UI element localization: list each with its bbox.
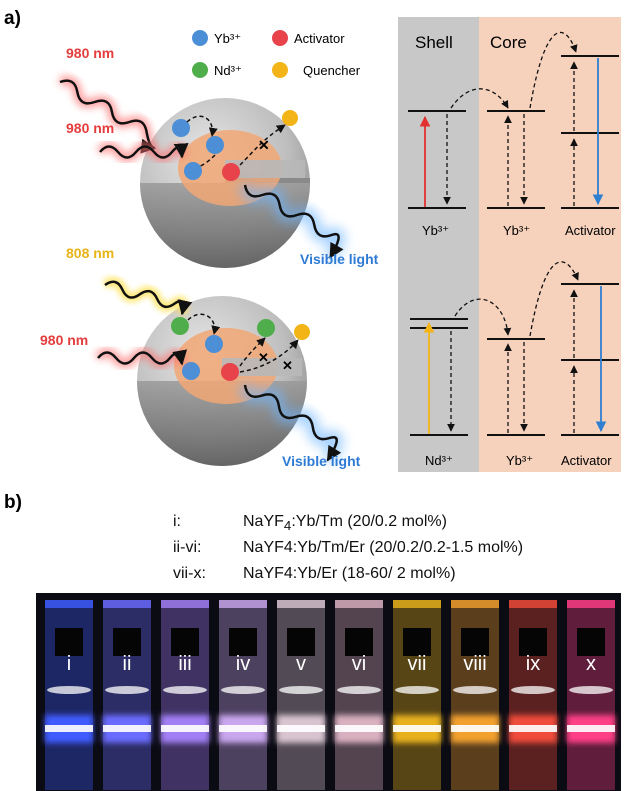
- cuvette-i: i: [45, 600, 93, 790]
- cuvette-iii: iii: [161, 600, 209, 790]
- top-row-label-3: Activator: [565, 223, 616, 238]
- panel-a-label: a): [4, 8, 21, 29]
- nd-ion: [171, 317, 189, 335]
- cuvette-v: v: [277, 600, 325, 790]
- cuvette-label: x: [586, 653, 596, 675]
- top-excitation-wave-2: [96, 142, 189, 162]
- cuvette-label: iv: [236, 653, 250, 675]
- composition-formula-3: NaYF4:Yb/Er (18-60/ 2 mol%): [243, 565, 456, 582]
- cuvette-label: vi: [352, 653, 366, 675]
- legend-quencher-text: Quencher: [303, 63, 361, 78]
- composition-formula-1: NaYF4:Yb/Tm (20/0.2 mol%): [243, 513, 447, 534]
- core-title: Core: [490, 33, 527, 52]
- cuvette-label: vii: [408, 653, 427, 675]
- bottom-row-label-3: Activator: [561, 453, 612, 468]
- energy-level-diagram: Shell Core Yb³⁺ Yb³⁺ Activator: [398, 17, 621, 472]
- svg-text:✕: ✕: [258, 350, 269, 365]
- top-excitation-1-label: 980 nm: [66, 45, 114, 61]
- shell-region: [398, 17, 479, 472]
- activator-ion: [221, 363, 239, 381]
- cuvette-label: iii: [178, 653, 191, 675]
- legend-yb-text: Yb³⁺: [214, 31, 241, 46]
- bottom-excitation-wave-2: [94, 348, 188, 368]
- quencher-ion: [294, 324, 310, 340]
- yb-ion: [172, 119, 190, 137]
- bottom-excitation-1-label: 808 nm: [66, 245, 114, 261]
- top-excitation-2-label: 980 nm: [66, 120, 114, 136]
- core-region: [479, 17, 621, 472]
- cuvette-x: x: [567, 600, 615, 790]
- bottom-excitation-wave-1: [102, 276, 193, 316]
- cuvette-viii: viii: [451, 600, 499, 790]
- legend-yb-marker: [192, 30, 208, 46]
- bottom-emission-label: Visible light: [282, 453, 361, 469]
- cuvette-label: viii: [463, 653, 486, 675]
- top-row-label-1: Yb³⁺: [422, 223, 449, 238]
- cuvette-vii: vii: [393, 600, 441, 790]
- composition-id-3: vii-x:: [173, 565, 206, 582]
- bottom-row-label-2: Yb³⁺: [506, 453, 533, 468]
- bottom-excitation-2-label: 980 nm: [40, 332, 88, 348]
- cuvette-iv: iv: [219, 600, 267, 790]
- cuvette-label: i: [67, 653, 71, 675]
- cuvette-label: ix: [526, 653, 540, 675]
- top-excitation-wave-1: [58, 76, 157, 154]
- legend-nd-marker: [192, 62, 208, 78]
- cuvette-ii: ii: [103, 600, 151, 790]
- cuvette-vi: vi: [335, 600, 383, 790]
- quencher-ion: [282, 110, 298, 126]
- bottom-row-label-1: Nd³⁺: [425, 453, 453, 468]
- legend-activator-marker: [272, 30, 288, 46]
- composition-id-1: i:: [173, 513, 181, 530]
- activator-ion: [222, 163, 240, 181]
- top-emission-label: Visible light: [300, 251, 379, 267]
- legend-quencher-marker: [272, 62, 288, 78]
- legend: Yb³⁺ Activator Nd³⁺ Quencher: [192, 30, 361, 78]
- yb-ion: [182, 362, 200, 380]
- composition-formula-2: NaYF4:Yb/Tm/Er (20/0.2/0.2-1.5 mol%): [243, 539, 524, 556]
- composition-id-2: ii-vi:: [173, 539, 202, 556]
- svg-text:✕: ✕: [282, 358, 293, 373]
- bottom-emission-wave: [239, 383, 343, 464]
- yb-ion: [206, 136, 224, 154]
- cuvette-label: v: [296, 653, 306, 675]
- top-row-label-2: Yb³⁺: [503, 223, 530, 238]
- svg-text:✕: ✕: [258, 137, 270, 153]
- cuvette-photo: i ii iii iv v vi vii viii ix x: [36, 593, 621, 791]
- nd-ion: [257, 319, 275, 337]
- legend-activator-text: Activator: [294, 31, 345, 46]
- panel-b-label: b): [4, 492, 22, 513]
- legend-nd-text: Nd³⁺: [214, 63, 242, 78]
- yb-ion: [205, 335, 223, 353]
- bottom-nanoparticle: ✕ ✕: [137, 296, 310, 466]
- cuvette-label: ii: [123, 653, 132, 675]
- top-nanoparticle: ✕: [140, 98, 310, 268]
- cuvette-ix: ix: [509, 600, 557, 790]
- yb-ion: [184, 162, 202, 180]
- shell-title: Shell: [415, 33, 453, 52]
- top-emission-wave: [239, 183, 345, 261]
